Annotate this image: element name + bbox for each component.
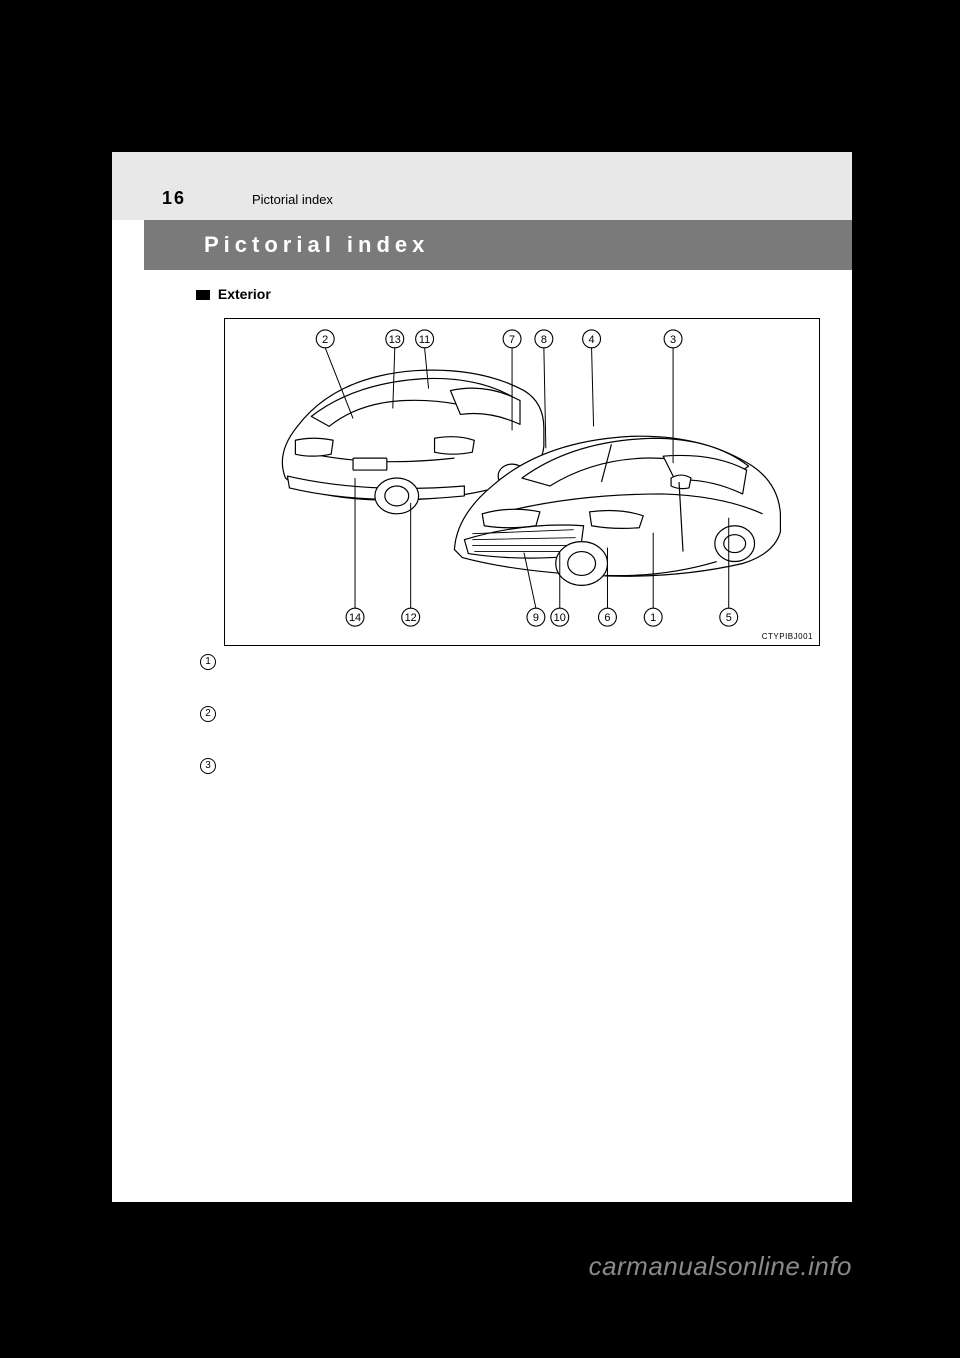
exterior-diagram: 2 13 11 7 8 4 3 14 12 9 10 6 1 5 CTYPIBJ001: [224, 318, 820, 646]
callout-number: 5: [726, 612, 732, 624]
watermark-text: carmanualsonline.info: [589, 1251, 852, 1282]
callout-number: 3: [670, 334, 676, 346]
callout-number: 6: [604, 612, 610, 624]
manual-page: 16 Pictorial index Pictorial index Exter…: [112, 152, 852, 1202]
index-number-icon: 3: [200, 758, 216, 774]
index-item: 3: [200, 756, 840, 774]
index-item: 1: [200, 652, 840, 670]
header-breadcrumb: Pictorial index: [252, 192, 333, 207]
callout-number: 9: [533, 612, 539, 624]
index-list: 1 2 3: [200, 652, 840, 1172]
subheading-text: Exterior: [218, 286, 271, 302]
figure-id-code: CTYPIBJ001: [762, 632, 813, 641]
callout-number: 10: [554, 612, 566, 624]
car-diagram-svg: 2 13 11 7 8 4 3 14 12 9 10 6 1 5: [225, 319, 819, 645]
subheading-marker-icon: [196, 290, 210, 300]
callout-number: 2: [322, 334, 328, 346]
subheading: Exterior: [196, 286, 271, 302]
index-item: 2: [200, 704, 840, 722]
page-header: 16 Pictorial index: [112, 152, 852, 220]
page-number: 16: [162, 188, 186, 209]
callout-number: 11: [419, 334, 430, 346]
section-title-bar: Pictorial index: [144, 220, 852, 270]
section-title: Pictorial index: [204, 232, 429, 258]
callout-number: 8: [541, 334, 547, 346]
top-callout-row: 2 13 11 7 8 4 3: [316, 330, 682, 348]
index-number-icon: 1: [200, 654, 216, 670]
callout-number: 14: [349, 612, 361, 624]
callout-number: 12: [405, 612, 417, 624]
callout-number: 7: [509, 334, 515, 346]
index-number-icon: 2: [200, 706, 216, 722]
callout-number: 4: [589, 334, 595, 346]
callout-number: 13: [389, 334, 401, 346]
leader-line: [592, 348, 594, 427]
callout-number: 1: [650, 612, 656, 624]
bottom-callout-row: 14 12 9 10 6 1 5: [346, 608, 738, 626]
